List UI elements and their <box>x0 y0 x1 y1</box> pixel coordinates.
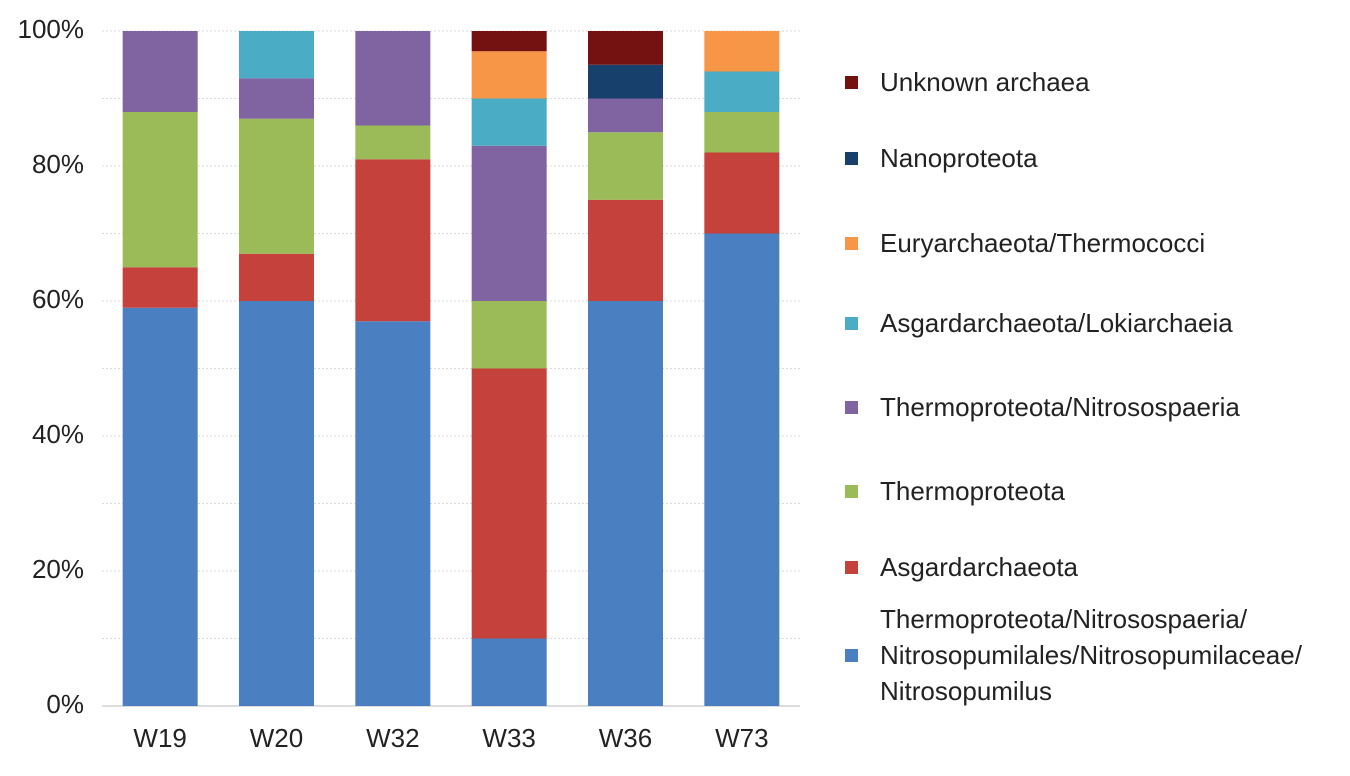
legend-label: Asgardarchaeota/Lokiarchaeia <box>880 308 1233 338</box>
bar-segment <box>588 31 663 65</box>
legend-label: Asgardarchaeota <box>880 552 1079 582</box>
y-tick-label: 60% <box>32 284 84 314</box>
legend-item: Thermoproteota/Nitrosospaeria/ Nitrosopu… <box>845 601 1340 709</box>
bar-segment <box>355 31 431 126</box>
bar-segment <box>588 301 663 706</box>
bar-segment <box>704 112 780 153</box>
bar-segment <box>704 233 780 706</box>
legend-label: Euryarchaeota/Thermococci <box>880 228 1206 258</box>
bar-segment <box>471 31 547 52</box>
bar-segment <box>471 301 547 369</box>
bar-segment <box>239 253 314 301</box>
x-tick-label: W36 <box>599 723 652 753</box>
bar-segment <box>122 267 198 308</box>
legend-swatch <box>845 400 858 414</box>
y-tick-label: 100% <box>18 14 85 44</box>
legend-swatch <box>845 151 858 165</box>
y-tick-label: 40% <box>32 419 84 449</box>
bar-segment <box>471 51 547 99</box>
legend-label: Unknown archaea <box>880 67 1090 97</box>
legend-label: Thermoproteota/Nitrosospaeria <box>880 392 1240 422</box>
bar-segment <box>355 125 431 160</box>
x-tick-label: W32 <box>366 723 419 753</box>
bar-segment <box>122 31 198 112</box>
bar-segment <box>588 98 663 133</box>
legend-item: Asgardarchaeota/Lokiarchaeia <box>845 305 1340 341</box>
bar-segment <box>471 368 547 639</box>
bar-segment <box>239 118 314 254</box>
legend-swatch <box>845 75 858 89</box>
x-tick-label: W73 <box>715 723 768 753</box>
legend-swatch <box>845 484 858 498</box>
bar-segment <box>122 112 198 268</box>
bar-segment <box>704 152 780 234</box>
legend-item: Thermoproteota <box>845 473 1340 509</box>
bar-segment <box>588 132 663 200</box>
bar-segment <box>239 78 314 119</box>
bar-segment <box>471 98 547 146</box>
legend-swatch <box>845 316 858 330</box>
legend-item: Nanoproteota <box>845 140 1340 176</box>
legend-item: Thermoproteota/Nitrosospaeria <box>845 389 1340 425</box>
bar-segment <box>704 31 780 72</box>
bar-segment <box>471 145 547 301</box>
legend-item: Unknown archaea <box>845 64 1340 100</box>
bar-segment <box>704 71 780 112</box>
bar-segment <box>239 301 314 706</box>
y-tick-label: 0% <box>46 689 84 719</box>
legend-swatch <box>845 560 858 574</box>
x-tick-label: W19 <box>133 723 186 753</box>
bar-segment <box>588 64 663 99</box>
y-tick-label: 20% <box>32 554 84 584</box>
legend-item: Asgardarchaeota <box>845 549 1340 585</box>
y-tick-label: 80% <box>32 149 84 179</box>
bar-segment <box>355 321 431 706</box>
legend-item: Euryarchaeota/Thermococci <box>845 225 1340 261</box>
x-tick-label: W20 <box>250 723 303 753</box>
legend-swatch <box>845 236 858 250</box>
bar-segment <box>355 159 431 322</box>
legend-label: Nanoproteota <box>880 143 1038 173</box>
legend-label: Thermoproteota/Nitrosospaeria/ Nitrosopu… <box>880 604 1302 706</box>
legend-label: Thermoproteota <box>880 476 1065 506</box>
bar-segment <box>588 199 663 301</box>
bar-segment <box>239 31 314 79</box>
bar-segment <box>471 638 547 706</box>
legend-swatch <box>845 648 858 662</box>
x-tick-label: W33 <box>482 723 535 753</box>
bar-segment <box>122 307 198 706</box>
